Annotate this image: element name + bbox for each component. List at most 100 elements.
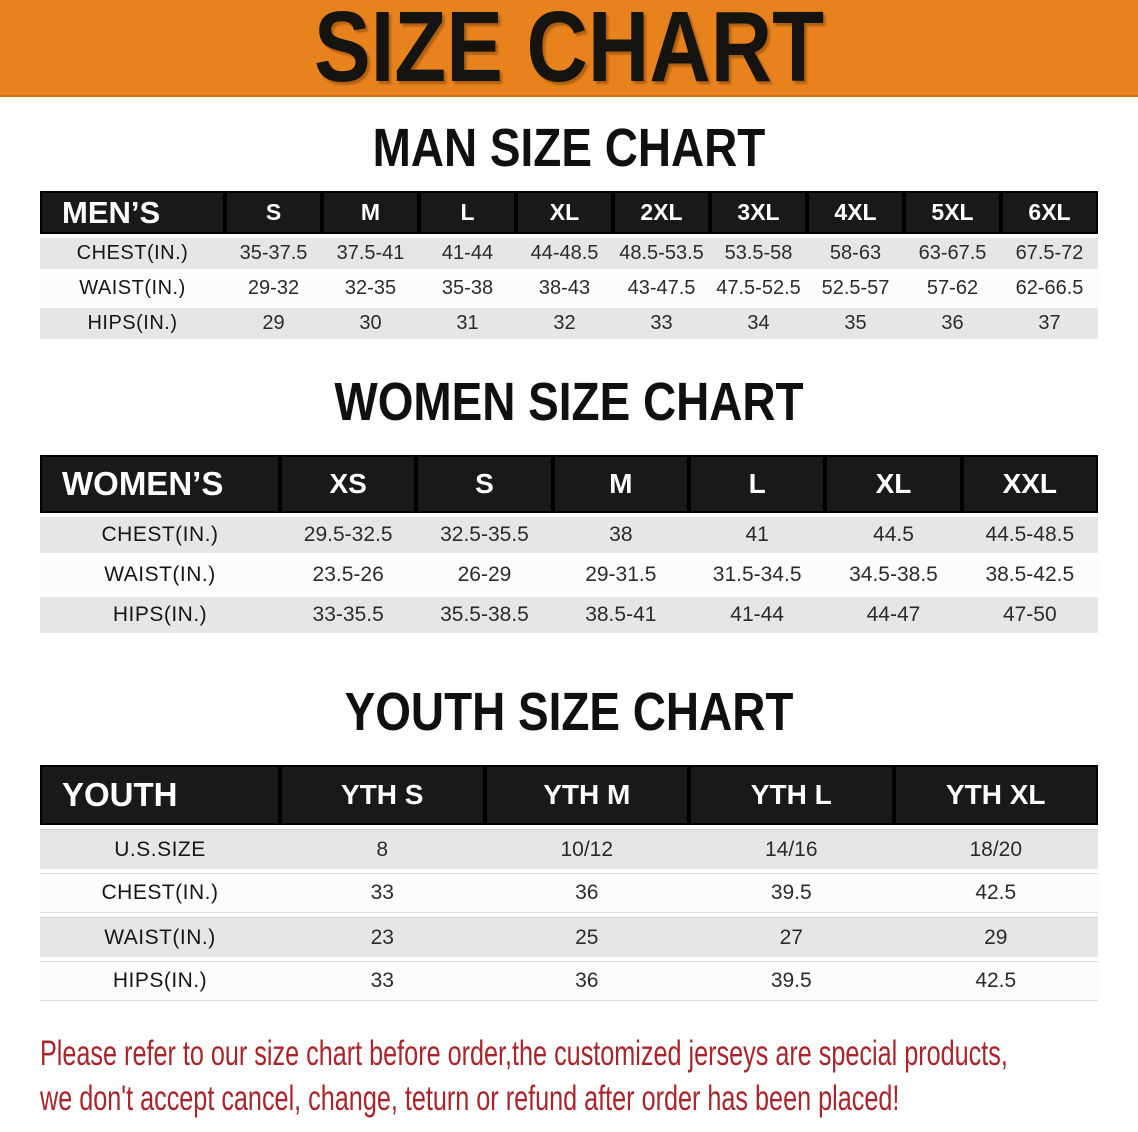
row-label: WAIST(IN.) xyxy=(40,917,280,957)
size-chart-banner: SIZE CHART xyxy=(0,0,1138,97)
cell-value: 36 xyxy=(904,308,1001,339)
cell-value: 34 xyxy=(710,308,807,339)
table-row: U.S.SIZE 8 10/12 14/16 18/20 xyxy=(40,829,1098,869)
row-label: CHEST(IN.) xyxy=(40,517,280,553)
cell-value: 44.5-48.5 xyxy=(961,517,1098,553)
cell-value: 37.5-41 xyxy=(322,238,419,269)
men-table-header-row: MEN’S S M L XL 2XL 3XL 4XL 5XL 6XL xyxy=(40,191,1098,234)
cell-value: 39.5 xyxy=(689,961,894,1001)
disclaimer-line-1: Please refer to our size chart before or… xyxy=(40,1034,1008,1073)
youth-section-heading: YOUTH SIZE CHART xyxy=(344,682,794,742)
table-corner-label: WOMEN’S xyxy=(40,455,280,513)
youth-size-table: YOUTH YTH S YTH M YTH L YTH XL U.S.SIZE 8 10/1… xyxy=(40,761,1098,1005)
column-header: YTH XL xyxy=(893,765,1098,825)
column-header: S xyxy=(225,191,322,234)
cell-value: 34.5-38.5 xyxy=(825,557,962,593)
column-header: 3XL xyxy=(710,191,807,234)
cell-value: 41 xyxy=(688,517,826,553)
row-label: HIPS(IN.) xyxy=(40,961,280,1001)
cell-value: 31 xyxy=(419,308,516,339)
cell-value: 27 xyxy=(689,917,894,957)
cell-value: 35-38 xyxy=(419,273,516,304)
table-corner-label: YOUTH xyxy=(40,765,280,825)
column-header: XL xyxy=(825,455,962,513)
table-row: WAIST(IN.) 23 25 27 29 xyxy=(40,917,1098,957)
cell-value: 38 xyxy=(552,517,689,553)
row-label: WAIST(IN.) xyxy=(40,273,225,304)
women-section-heading: WOMEN SIZE CHART xyxy=(334,372,804,432)
row-label: HIPS(IN.) xyxy=(40,308,225,339)
cell-value: 32-35 xyxy=(322,273,419,304)
cell-value: 33 xyxy=(280,873,485,913)
column-header: YTH S xyxy=(280,765,485,825)
column-header: L xyxy=(419,191,516,234)
cell-value: 29 xyxy=(893,917,1098,957)
cell-value: 53.5-58 xyxy=(710,238,807,269)
column-header: XS xyxy=(280,455,417,513)
table-row: WAIST(IN.) 23.5-26 26-29 29-31.5 31.5-34.5 34… xyxy=(40,557,1098,593)
cell-value: 41-44 xyxy=(419,238,516,269)
cell-value: 33 xyxy=(613,308,710,339)
cell-value: 62-66.5 xyxy=(1001,273,1098,304)
cell-value: 29.5-32.5 xyxy=(280,517,417,553)
cell-value: 44-47 xyxy=(825,597,962,633)
page-title: SIZE CHART xyxy=(314,0,824,103)
cell-value: 32 xyxy=(516,308,613,339)
table-row: HIPS(IN.) 29 30 31 32 33 34 35 36 37 xyxy=(40,308,1098,339)
cell-value: 48.5-53.5 xyxy=(613,238,710,269)
cell-value: 47-50 xyxy=(961,597,1098,633)
column-header: S xyxy=(416,455,553,513)
cell-value: 42.5 xyxy=(893,961,1098,1001)
cell-value: 29 xyxy=(225,308,322,339)
cell-value: 8 xyxy=(280,829,485,869)
table-corner-label: MEN’S xyxy=(40,191,225,234)
column-header: XXL xyxy=(961,455,1098,513)
women-size-table: WOMEN’S XS S M L XL XXL CHEST(IN.) 29.5-32.5 32.… xyxy=(40,451,1098,637)
cell-value: 38.5-41 xyxy=(552,597,689,633)
table-row: HIPS(IN.) 33 36 39.5 42.5 xyxy=(40,961,1098,1001)
youth-table-header-row: YOUTH YTH S YTH M YTH L YTH XL xyxy=(40,765,1098,825)
cell-value: 32.5-35.5 xyxy=(416,517,553,553)
table-row: WAIST(IN.) 29-32 32-35 35-38 38-43 43-47.5 47.… xyxy=(40,273,1098,304)
cell-value: 18/20 xyxy=(893,829,1098,869)
cell-value: 31.5-34.5 xyxy=(688,557,826,593)
cell-value: 29-31.5 xyxy=(552,557,689,593)
row-label: HIPS(IN.) xyxy=(40,597,280,633)
cell-value: 33 xyxy=(280,961,485,1001)
cell-value: 14/16 xyxy=(689,829,894,869)
cell-value: 23 xyxy=(280,917,485,957)
row-label: CHEST(IN.) xyxy=(40,238,225,269)
column-header: YTH L xyxy=(689,765,894,825)
man-section-heading: MAN SIZE CHART xyxy=(372,118,766,178)
cell-value: 58-63 xyxy=(807,238,904,269)
cell-value: 41-44 xyxy=(688,597,826,633)
cell-value: 38-43 xyxy=(516,273,613,304)
cell-value: 26-29 xyxy=(416,557,553,593)
men-size-table: MEN’S S M L XL 2XL 3XL 4XL 5XL 6XL CHEST(IN.) 35-3… xyxy=(40,187,1098,343)
table-row: CHEST(IN.) 35-37.5 37.5-41 41-44 44-48.5 48.5… xyxy=(40,238,1098,269)
cell-value: 43-47.5 xyxy=(613,273,710,304)
row-label: CHEST(IN.) xyxy=(40,873,280,913)
table-row: CHEST(IN.) 29.5-32.5 32.5-35.5 38 41 44.5 44.5… xyxy=(40,517,1098,553)
cell-value: 35.5-38.5 xyxy=(416,597,553,633)
column-header: 6XL xyxy=(1001,191,1098,234)
cell-value: 30 xyxy=(322,308,419,339)
cell-value: 67.5-72 xyxy=(1001,238,1098,269)
row-label: WAIST(IN.) xyxy=(40,557,280,593)
disclaimer-line-2: we don't accept cancel, change, teturn o… xyxy=(40,1079,900,1118)
column-header: XL xyxy=(516,191,613,234)
column-header: 5XL xyxy=(904,191,1001,234)
cell-value: 37 xyxy=(1001,308,1098,339)
column-header: M xyxy=(322,191,419,234)
cell-value: 44-48.5 xyxy=(516,238,613,269)
row-label: U.S.SIZE xyxy=(40,829,280,869)
cell-value: 63-67.5 xyxy=(904,238,1001,269)
cell-value: 23.5-26 xyxy=(280,557,417,593)
cell-value: 57-62 xyxy=(904,273,1001,304)
column-header: M xyxy=(552,455,689,513)
disclaimer: Please refer to our size chart before or… xyxy=(40,1031,1138,1121)
cell-value: 10/12 xyxy=(484,829,689,869)
table-row: CHEST(IN.) 33 36 39.5 42.5 xyxy=(40,873,1098,913)
column-header: 4XL xyxy=(807,191,904,234)
column-header: YTH M xyxy=(484,765,689,825)
